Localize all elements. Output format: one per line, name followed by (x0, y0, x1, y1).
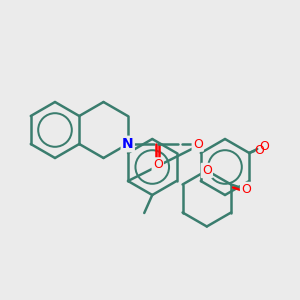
Text: N: N (122, 137, 134, 151)
Text: O: O (241, 183, 251, 196)
Text: O: O (153, 158, 163, 172)
Text: O: O (254, 143, 264, 157)
Text: O: O (193, 137, 203, 151)
Text: O: O (259, 140, 269, 154)
Text: O: O (202, 164, 212, 177)
